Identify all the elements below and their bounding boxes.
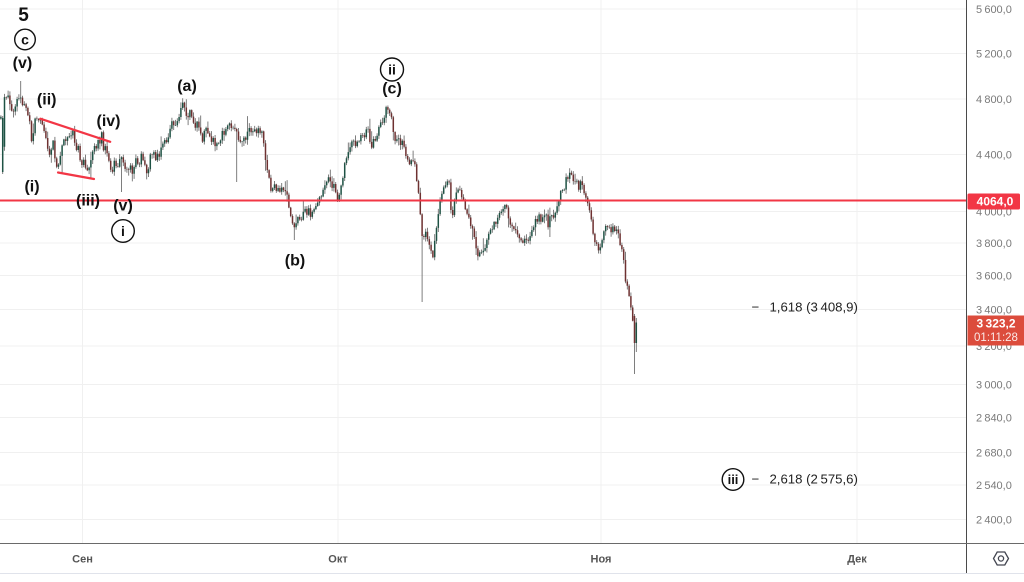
svg-text:5 200,0: 5 200,0 xyxy=(976,48,1012,60)
svg-text:3 800,0: 3 800,0 xyxy=(976,238,1012,250)
svg-text:− 1,618 (3 408,9): − 1,618 (3 408,9) xyxy=(752,300,858,315)
svg-text:2 680,0: 2 680,0 xyxy=(976,447,1012,459)
svg-text:(c): (c) xyxy=(382,81,402,98)
svg-text:(v): (v) xyxy=(113,198,133,215)
svg-text:(a): (a) xyxy=(177,78,197,95)
svg-text:4 800,0: 4 800,0 xyxy=(976,94,1012,106)
svg-text:3 000,0: 3 000,0 xyxy=(976,379,1012,391)
svg-text:Ноя: Ноя xyxy=(591,554,612,566)
svg-text:4 400,0: 4 400,0 xyxy=(976,149,1012,161)
svg-text:(v): (v) xyxy=(13,55,33,72)
svg-text:2 540,0: 2 540,0 xyxy=(976,480,1012,492)
svg-text:(ii): (ii) xyxy=(37,92,57,109)
svg-text:Сен: Сен xyxy=(72,554,93,566)
svg-text:(i): (i) xyxy=(24,179,39,196)
svg-text:− 2,618 (2 575,6): − 2,618 (2 575,6) xyxy=(752,472,858,487)
svg-text:Дек: Дек xyxy=(847,554,867,566)
svg-text:(iii): (iii) xyxy=(76,193,100,210)
svg-text:iii: iii xyxy=(728,472,739,487)
svg-text:c: c xyxy=(21,32,29,48)
svg-text:Окт: Окт xyxy=(328,554,348,566)
svg-text:2 840,0: 2 840,0 xyxy=(976,412,1012,424)
svg-text:3 600,0: 3 600,0 xyxy=(976,270,1012,282)
svg-text:ii: ii xyxy=(388,62,396,78)
svg-text:3 400,0: 3 400,0 xyxy=(976,304,1012,316)
svg-text:5: 5 xyxy=(18,5,29,26)
svg-text:4064,0: 4064,0 xyxy=(977,195,1014,209)
svg-text:i: i xyxy=(121,223,125,239)
svg-text:5 600,0: 5 600,0 xyxy=(976,4,1012,16)
svg-text:3 323,2: 3 323,2 xyxy=(976,317,1015,331)
svg-text:(iv): (iv) xyxy=(97,113,121,130)
svg-text:2 400,0: 2 400,0 xyxy=(976,514,1012,526)
svg-text:01:11:28: 01:11:28 xyxy=(974,332,1018,344)
svg-text:(b): (b) xyxy=(285,253,305,270)
